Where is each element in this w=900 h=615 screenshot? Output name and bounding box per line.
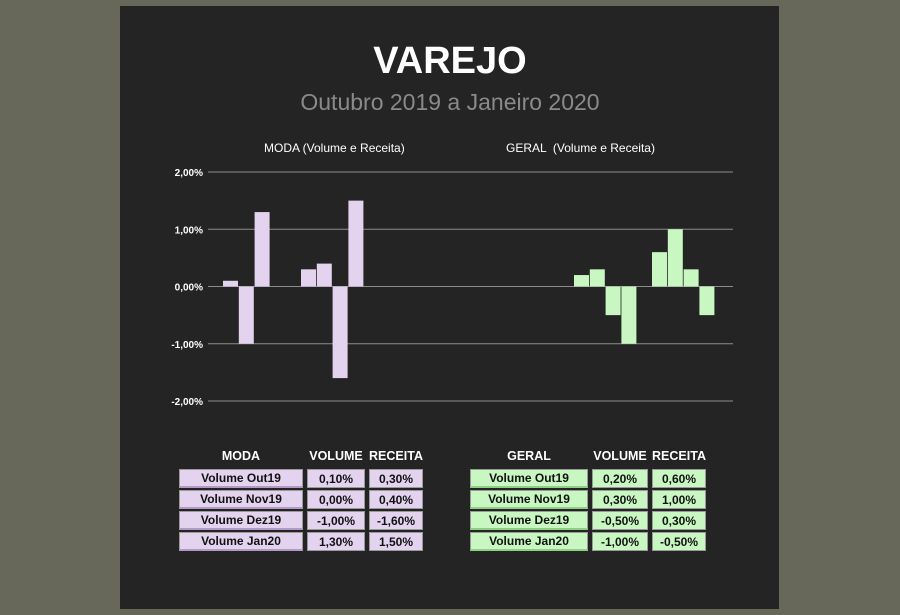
moda-bar (254, 212, 270, 287)
table-row: Volume Jan20 -1,00% -0,50% (470, 532, 706, 551)
y-tick-label: -2,00% (171, 397, 203, 408)
moda-table: MODA VOLUME RECEITA Volume Out19 0,10% 0… (175, 447, 427, 553)
receita-cell: -0,50% (652, 532, 706, 551)
row-label: Volume Nov19 (470, 490, 588, 509)
table-row: Volume Dez19 -1,00% -1,60% (179, 511, 423, 530)
y-tick-label: 0,00% (175, 283, 203, 294)
row-label: Volume Jan20 (179, 532, 303, 551)
column-header: GERAL (507, 449, 551, 463)
moda-bar (316, 263, 332, 287)
column-header: RECEITA (652, 449, 706, 463)
receita-cell: 0,60% (652, 469, 706, 488)
column-header: MODA (221, 449, 261, 463)
table-row: Volume Out19 0,10% 0,30% (179, 469, 423, 488)
y-tick-label: 2,00% (175, 168, 203, 179)
page-title: VAREJO (373, 40, 527, 82)
moda-chart-title: MODA (Volume e Receita) (264, 141, 405, 155)
volume-cell: -0,50% (592, 511, 648, 530)
geral-bar (667, 229, 683, 287)
geral-bar (683, 269, 699, 287)
receita-cell: -1,60% (369, 511, 423, 530)
row-label: Volume Jan20 (470, 532, 588, 551)
volume-cell: 0,20% (592, 469, 648, 488)
receita-cell: 0,30% (369, 469, 423, 488)
volume-cell: 0,30% (592, 490, 648, 509)
geral-bar (699, 286, 715, 316)
geral-bar (652, 252, 667, 287)
receita-cell: 0,40% (369, 490, 423, 509)
volume-cell: 1,30% (307, 532, 365, 551)
column-header: VOLUME (593, 449, 647, 463)
row-label: Volume Out19 (179, 469, 303, 488)
moda-bar (223, 280, 238, 287)
row-label: Volume Out19 (470, 469, 588, 488)
table-header-row: GERAL VOLUME RECEITA (470, 449, 706, 467)
table-header-row: MODA VOLUME RECEITA (179, 449, 423, 467)
row-label: Volume Dez19 (470, 511, 588, 530)
geral-bar (605, 286, 621, 316)
column-header: VOLUME (309, 449, 363, 463)
page-subtitle: Outubro 2019 a Janeiro 2020 (300, 89, 600, 115)
moda-bar (238, 286, 254, 344)
row-label: Volume Dez19 (179, 511, 303, 530)
volume-cell: -1,00% (592, 532, 648, 551)
column-header: RECEITA (369, 449, 423, 463)
y-tick-label: 1,00% (175, 225, 203, 236)
moda-bar (301, 269, 316, 287)
volume-cell: -1,00% (307, 511, 365, 530)
geral-chart-title: GERAL (Volume e Receita) (506, 141, 655, 155)
table-row: Volume Out19 0,20% 0,60% (470, 469, 706, 488)
moda-bar (348, 200, 364, 287)
table-row: Volume Nov19 0,00% 0,40% (179, 490, 423, 509)
volume-cell: 0,10% (307, 469, 365, 488)
geral-bar (574, 275, 589, 287)
moda-bar (332, 286, 348, 379)
geral-table: GERAL VOLUME RECEITA Volume Out19 0,20% … (466, 447, 710, 553)
table-row: Volume Dez19 -0,50% 0,30% (470, 511, 706, 530)
geral-bar (589, 269, 605, 287)
row-label: Volume Nov19 (179, 490, 303, 509)
receita-cell: 1,50% (369, 532, 423, 551)
receita-cell: 0,30% (652, 511, 706, 530)
receita-cell: 1,00% (652, 490, 706, 509)
geral-bar (621, 286, 637, 344)
y-tick-label: -1,00% (171, 340, 203, 351)
table-row: Volume Nov19 0,30% 1,00% (470, 490, 706, 509)
table-row: Volume Jan20 1,30% 1,50% (179, 532, 423, 551)
volume-cell: 0,00% (307, 490, 365, 509)
